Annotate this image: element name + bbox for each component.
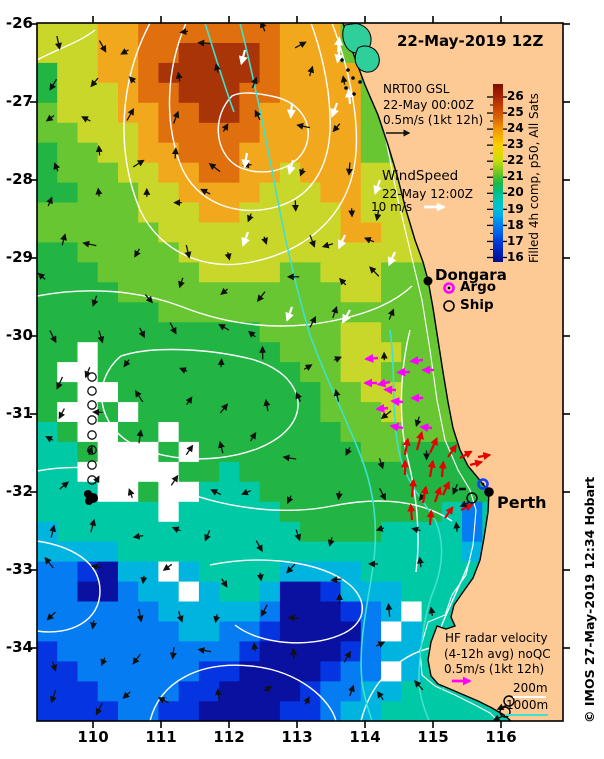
x-tick-label-115: 115 [417,728,449,746]
colorbar-tick-17: 17 [507,234,524,248]
y-tick-label-30: -30 [5,326,33,344]
colorbar-tick-18: 18 [507,218,524,232]
ship-label: Ship [460,297,494,313]
x-tick-label-111: 111 [145,728,177,746]
x-tick-label-116: 116 [485,728,517,746]
colorbar-tick-22: 22 [507,153,524,167]
gsl-legend-time: 22-May 00:00Z [383,98,475,112]
colorbar-tick-24: 24 [507,121,524,135]
colorbar-tick-21: 21 [507,169,524,183]
y-tick-label-28: -28 [5,170,33,188]
colorbar-tick-16: 16 [507,250,524,264]
copyright-credit: © IMOS 27-May-2019 12:34 Hobart [582,476,597,723]
y-tick-label-32: -32 [5,482,33,500]
x-tick-label-113: 113 [281,728,313,746]
hf-legend-avg: (4-12h avg) noQC [444,647,551,661]
y-tick-label-31: -31 [5,404,33,422]
x-tick-label-114: 114 [349,728,381,746]
gsl-legend-name: NRT00 GSL [383,82,450,96]
dongara-label: Dongara [435,266,507,284]
colorbar-tick-23: 23 [507,137,524,151]
gsl-legend-scale: 0.5m/s (1kt 12h) [383,113,484,127]
x-tick-label-110: 110 [77,728,109,746]
hf-legend-scale: 0.5m/s (1kt 12h) [444,662,545,676]
y-tick-label-33: -33 [5,560,33,578]
colorbar-tick-26: 26 [507,89,524,103]
hf-legend-name: HF radar velocity [445,631,548,645]
depth-200m-label: 200m [513,681,548,695]
colorbar-tick-25: 25 [507,105,524,119]
plot-title: 22-May-2019 12Z [397,32,544,50]
x-tick-label-112: 112 [213,728,245,746]
colorbar-tick-19: 19 [507,202,524,216]
colorbar-axis-label: Filled 4h comp, p50, All Sats [527,93,541,263]
y-tick-label-34: -34 [5,638,33,656]
depth-1000m-label: 1000m [506,698,549,712]
y-tick-label-29: -29 [5,248,33,266]
argo-label: Argo [460,279,497,295]
wind-legend-scale: 10 m/s [371,200,413,214]
perth-label: Perth [497,493,547,512]
y-tick-label-27: -27 [5,92,33,110]
wind-legend-time: 22-May 12:00Z [382,187,474,201]
y-tick-label-26: -26 [5,14,33,32]
colorbar-tick-20: 20 [507,185,524,199]
wind-legend-name: WindSpeed [382,168,459,184]
